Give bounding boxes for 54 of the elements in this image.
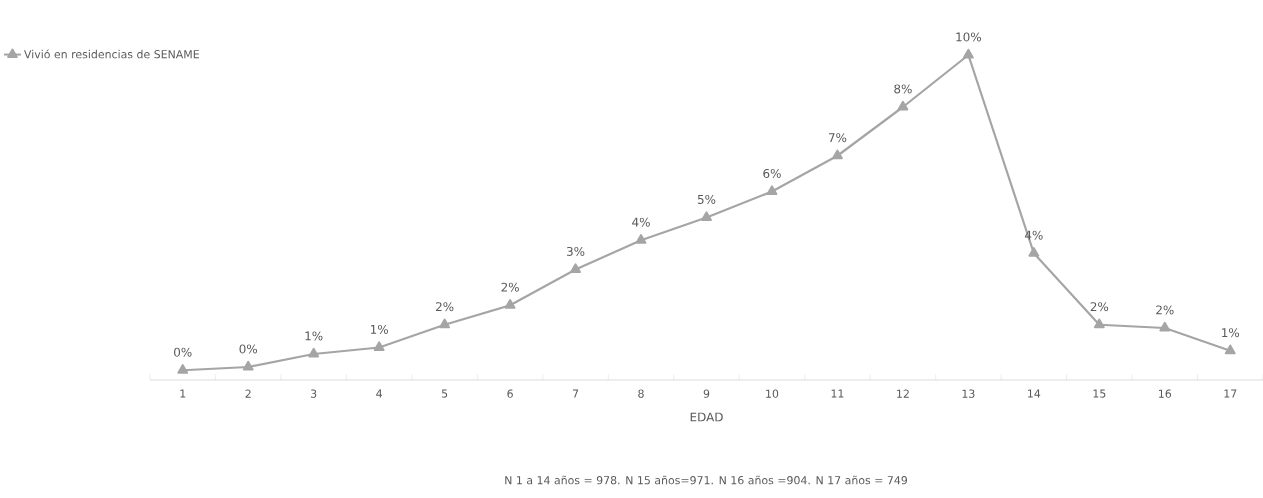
x-tick-label: 2 — [245, 389, 251, 398]
point — [177, 364, 189, 374]
point — [1224, 344, 1236, 355]
data-label: 5% — [697, 194, 716, 204]
x-tick-label: 16 — [1159, 389, 1172, 398]
point — [701, 211, 712, 222]
point — [897, 100, 909, 111]
point — [1028, 247, 1040, 257]
x-tick-label: 1 — [180, 389, 186, 398]
x-tick-label: 13 — [962, 389, 975, 398]
data-label: 0% — [174, 347, 192, 357]
x-tick-label: 6 — [507, 389, 513, 398]
x-tick-label: 4 — [376, 389, 383, 398]
point — [504, 299, 516, 309]
data-label: 1% — [305, 331, 323, 341]
text: N 1 a 14 años = 978. N 15 años=971. N 16 años =904. N 17 años = 749 — [505, 475, 908, 485]
point — [832, 149, 843, 160]
point — [635, 234, 647, 244]
data-label: 8% — [894, 84, 912, 94]
data-label: 10% — [956, 32, 981, 42]
x-tick-label: 3 — [311, 389, 317, 398]
data-label: 2% — [501, 282, 519, 292]
point — [242, 360, 254, 371]
x-tick-label: 15 — [1093, 389, 1106, 398]
data-label: 1% — [1222, 328, 1240, 338]
point — [962, 48, 974, 59]
x-tick-label: 12 — [897, 389, 909, 398]
x-tick-label: 9 — [703, 389, 710, 398]
point — [570, 263, 581, 274]
data-label: 2% — [1090, 302, 1109, 312]
point — [1159, 321, 1171, 332]
x-tick-label: 17 — [1224, 389, 1237, 398]
point — [439, 318, 451, 329]
x-tick-label: 11 — [831, 389, 844, 398]
x-tick-label: 10 — [766, 389, 779, 398]
data-label: 2% — [436, 302, 454, 312]
legend-label: Vivió en residencias de SENAME — [24, 49, 199, 59]
point — [766, 185, 778, 196]
x-tick-label: 5 — [441, 389, 448, 398]
data-label: 2% — [1156, 305, 1174, 315]
point — [1093, 318, 1105, 329]
data-label: 4% — [1024, 230, 1043, 240]
data-label: 7% — [828, 133, 847, 143]
point — [308, 347, 320, 358]
x-tick-label: 7 — [572, 389, 579, 398]
data-label: 1% — [370, 324, 388, 334]
data-label: 0% — [239, 344, 258, 354]
x-axis-title: EDAD — [690, 412, 723, 422]
x-tick-label: 8 — [638, 389, 644, 398]
point — [373, 341, 385, 352]
data-label: 4% — [632, 217, 650, 227]
data-label: 3% — [566, 246, 585, 256]
x-tick-label: 14 — [1028, 389, 1041, 398]
data-label: 6% — [763, 168, 781, 178]
